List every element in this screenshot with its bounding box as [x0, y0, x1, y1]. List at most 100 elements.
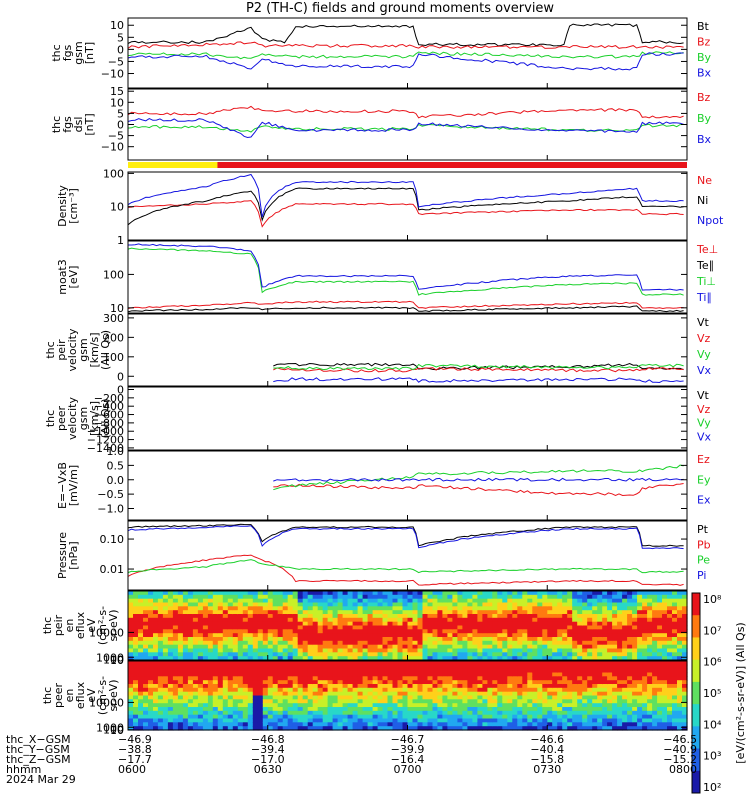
spectrogram-cell: [143, 610, 149, 615]
spectrogram-cell: [157, 718, 164, 723]
spectrogram-cell: [247, 722, 254, 727]
spectrogram-cell: [512, 699, 518, 704]
spectrogram-cell: [172, 640, 179, 646]
spectrogram-cell: [417, 707, 424, 712]
spectrogram-cell: [237, 621, 244, 627]
spectrogram-cell: [662, 633, 668, 638]
spectrogram-cell: [552, 656, 558, 661]
spectrogram-cell: [347, 710, 354, 716]
spectrogram-cell: [337, 714, 344, 720]
spectrogram-cell: [302, 695, 309, 700]
spectrogram-cell: [407, 602, 414, 607]
spectrogram-cell: [227, 722, 234, 727]
spectrogram-cell: [277, 656, 284, 661]
spectrogram-cell: [487, 644, 493, 650]
spectrogram-cell: [242, 591, 249, 596]
spectrogram-cell: [262, 699, 269, 704]
spectrogram-cell: [187, 672, 194, 677]
spectrogram-cell: [257, 640, 264, 646]
spectrogram-cell: [447, 633, 453, 638]
spectrogram-cell: [537, 633, 543, 638]
spectrogram-cell: [427, 710, 434, 716]
spectrogram-cell: [617, 633, 623, 638]
spectrogram-cell: [217, 637, 224, 642]
spectrogram-cell: [337, 668, 344, 674]
spectrogram-cell: [252, 640, 259, 646]
y-axis-label-line: peir: [55, 339, 68, 361]
spectrogram-cell: [422, 691, 429, 697]
spectrogram-cell: [667, 714, 673, 720]
spectrogram-cell: [217, 714, 224, 720]
spectrogram-cell: [442, 594, 448, 600]
spectrogram-cell: [622, 661, 628, 666]
axis-row-value: −39.9: [391, 743, 425, 756]
spectrogram-cell: [217, 617, 224, 623]
spectrogram-cell: [497, 710, 503, 716]
spectrogram-cell: [632, 676, 638, 681]
spectrogram-cell: [167, 594, 174, 600]
spectrogram-cell: [667, 664, 673, 670]
spectrogram-cell: [417, 672, 424, 677]
spectrogram-cell: [392, 699, 399, 704]
spectrogram-cell: [562, 644, 568, 650]
spectrogram-cell: [302, 591, 309, 596]
spectrogram-cell: [197, 707, 204, 712]
spectrogram-cell: [272, 695, 279, 700]
spectrogram-cell: [497, 606, 503, 611]
spectrogram-cell: [462, 680, 468, 685]
spectrogram-cell: [397, 722, 404, 727]
spectrogram-cell: [567, 676, 573, 681]
spectrogram-cell: [527, 722, 533, 727]
spectrogram-cell: [647, 695, 653, 700]
spectrogram-cell: [138, 710, 144, 716]
spectrogram-cell: [532, 614, 538, 619]
spectrogram-cell: [602, 672, 608, 677]
spectrogram-cell: [507, 707, 513, 712]
spectrogram-cell: [547, 610, 553, 615]
spectrogram-cell: [177, 726, 184, 731]
spectrogram-cell: [627, 591, 633, 596]
spectrogram-cell: [567, 710, 573, 716]
spectrogram-cell: [492, 621, 498, 627]
spectrogram-cell: [592, 637, 598, 642]
legend-entry-Bx: Bx: [697, 67, 712, 80]
spectrogram-cell: [237, 594, 244, 600]
spectrogram-cell: [647, 637, 653, 642]
spectrogram-cell: [477, 695, 483, 700]
spectrogram-cell: [542, 718, 548, 723]
spectrogram-cell: [367, 594, 374, 600]
spectrogram-cell: [322, 672, 329, 677]
spectrogram-cell: [622, 714, 628, 720]
spectrogram-cell: [427, 672, 434, 677]
spectrogram-cell: [292, 695, 299, 700]
spectrogram-cell: [592, 714, 598, 720]
spectrogram-cell: [582, 718, 588, 723]
spectrogram-cell: [597, 637, 603, 642]
spectrogram-cell: [517, 606, 523, 611]
spectrogram-cell: [522, 591, 528, 596]
spectrogram-cell: [502, 617, 508, 623]
spectrogram-cell: [357, 644, 364, 650]
spectrogram-cell: [292, 644, 299, 650]
spectrogram-cell: [472, 718, 478, 723]
spectrogram-cell: [512, 652, 518, 657]
spectrogram-cell: [202, 610, 209, 615]
spectrogram-cell: [427, 687, 434, 693]
spectrogram-cell: [487, 710, 493, 716]
spectrogram-cell: [637, 648, 643, 653]
spectrogram-cell: [482, 672, 488, 677]
spectrogram-cell: [422, 707, 429, 712]
spectrogram-cell: [387, 718, 394, 723]
spectrogram-cell: [297, 598, 304, 604]
spectrogram-cell: [367, 629, 374, 634]
spectrogram-cell: [277, 644, 284, 650]
spectrogram-cell: [292, 637, 299, 642]
spectrogram-cell: [677, 617, 683, 623]
spectrogram-cell: [367, 625, 374, 630]
spectrogram-cell: [497, 695, 503, 700]
spectrogram-cell: [577, 640, 583, 646]
spectrogram-cell: [547, 680, 553, 685]
spectrogram-cell: [247, 637, 254, 642]
spectrogram-cell: [572, 695, 578, 700]
spectrogram-cell: [557, 633, 563, 638]
